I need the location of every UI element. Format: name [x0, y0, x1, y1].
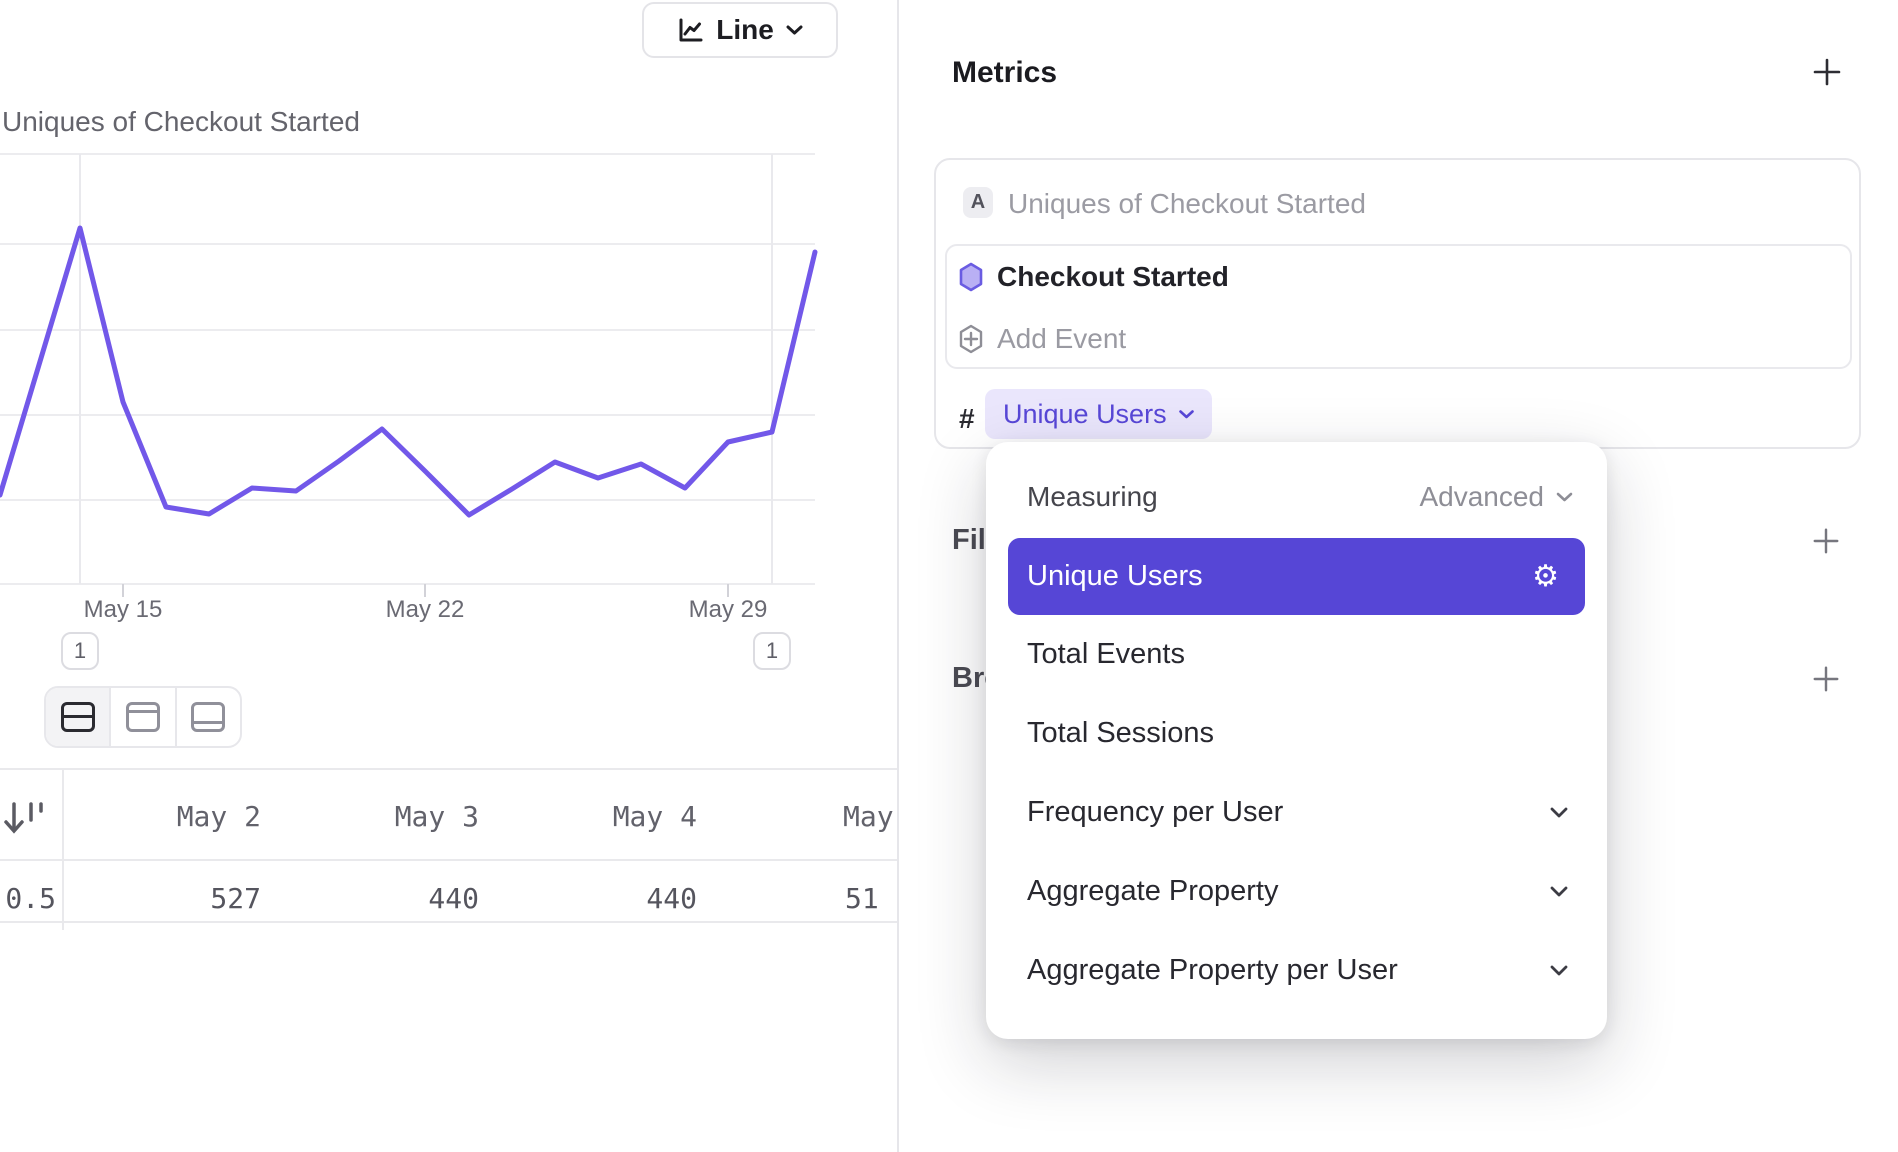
x-axis-label: May 22 [385, 596, 465, 623]
dropdown-item-total-sessions[interactable]: Total Sessions [986, 694, 1607, 773]
popover-header: Measuring Advanced [986, 442, 1607, 518]
advanced-mode-selector[interactable]: Advanced [1419, 481, 1573, 513]
dropdown-item-unique-users[interactable]: Unique Users ⚙ [1008, 538, 1585, 615]
column-header-clipped: May [843, 800, 894, 833]
column-header: May 3 [394, 800, 479, 833]
event-name: Checkout Started [997, 261, 1229, 292]
add-filter-button[interactable] [1811, 526, 1843, 558]
add-event-label: Add Event [997, 323, 1127, 354]
annotation-badge[interactable]: 1 [753, 632, 791, 670]
selected-item-label: Unique Users [1027, 560, 1203, 592]
dropdown-item-label: Total Sessions [1027, 717, 1214, 749]
data-row-border [0, 921, 898, 923]
metric-name-input[interactable]: Uniques of Checkout Started [1008, 188, 1366, 219]
dropdown-item-label: Total Events [1027, 638, 1185, 670]
event-list-box: Checkout Started Add Event [945, 244, 1852, 369]
chart-type-label: Line [716, 14, 774, 45]
chart-panel: Line Uniques of Checkout Started May 15 M… [0, 0, 898, 1152]
x-axis-label: May 29 [688, 596, 768, 623]
frozen-cell-value: 0.5 [5, 882, 56, 915]
chevron-down-icon [1178, 409, 1194, 418]
chart-title: Uniques of Checkout Started [2, 106, 360, 137]
dropdown-item-aggregate-property[interactable]: Aggregate Property [986, 852, 1607, 931]
layout-table-only-button[interactable] [174, 688, 240, 746]
event-hexagon-icon [959, 262, 983, 292]
line-chart-icon [679, 18, 703, 41]
layout-toggle [44, 686, 242, 748]
annotation-badge[interactable]: 1 [61, 632, 99, 670]
table-cell: 527 [210, 882, 261, 915]
dropdown-item-total-events[interactable]: Total Events [986, 615, 1607, 694]
dropdown-item-label: Aggregate Property [1027, 875, 1279, 907]
x-axis-label: May 15 [83, 596, 163, 623]
metric-letter-badge: A [963, 187, 993, 218]
sort-descending-icon[interactable] [2, 800, 46, 838]
event-row-checkout-started[interactable]: Checkout Started [947, 246, 1850, 308]
line-chart [0, 153, 818, 597]
header-row-border [0, 859, 898, 861]
dropdown-item-label: Aggregate Property per User [1027, 954, 1398, 986]
chevron-down-icon [1550, 965, 1568, 976]
measurement-value: Unique Users [1003, 398, 1167, 429]
measure-hash-symbol: # [959, 403, 975, 434]
chevron-down-icon [1550, 886, 1568, 897]
table-cell: 440 [646, 882, 697, 915]
table-cell: 440 [428, 882, 479, 915]
add-event-hexagon-plus-icon [959, 324, 983, 354]
panel-divider [897, 0, 899, 1152]
layout-split-button[interactable] [46, 688, 110, 746]
split-rows-icon [60, 702, 95, 732]
gear-icon[interactable]: ⚙ [1532, 558, 1559, 594]
chevron-down-icon [1556, 492, 1573, 502]
frozen-column-divider [62, 770, 64, 930]
metrics-heading: Metrics [952, 56, 1058, 89]
layout-chart-only-button[interactable] [109, 688, 174, 746]
add-metric-button[interactable] [1811, 56, 1843, 88]
bottom-pane-icon [191, 702, 226, 732]
dropdown-item-label: Frequency per User [1027, 796, 1284, 828]
column-header: May 4 [612, 800, 697, 833]
table-cell-clipped: 51 [845, 882, 879, 915]
dropdown-items: Total Events Total Sessions Frequency pe… [986, 615, 1607, 1010]
add-event-row[interactable]: Add Event [947, 308, 1850, 370]
metric-card: A Uniques of Checkout Started Checkout S… [934, 158, 1861, 449]
chevron-down-icon [1550, 807, 1568, 818]
advanced-label: Advanced [1419, 481, 1544, 512]
table-top-border [0, 768, 898, 770]
measurement-dropdown-trigger[interactable]: Unique Users [985, 389, 1212, 439]
chevron-down-icon [786, 25, 803, 35]
chart-type-selector[interactable]: Line [642, 2, 838, 58]
column-header: May 2 [176, 800, 261, 833]
measuring-label: Measuring [1027, 481, 1158, 512]
add-breakdown-button[interactable] [1811, 664, 1843, 696]
measuring-popover: Measuring Advanced Unique Users ⚙ Total … [986, 442, 1607, 1039]
top-pane-icon [125, 702, 160, 732]
dropdown-item-frequency-per-user[interactable]: Frequency per User [986, 773, 1607, 852]
dropdown-item-aggregate-property-per-user[interactable]: Aggregate Property per User [986, 931, 1607, 1010]
